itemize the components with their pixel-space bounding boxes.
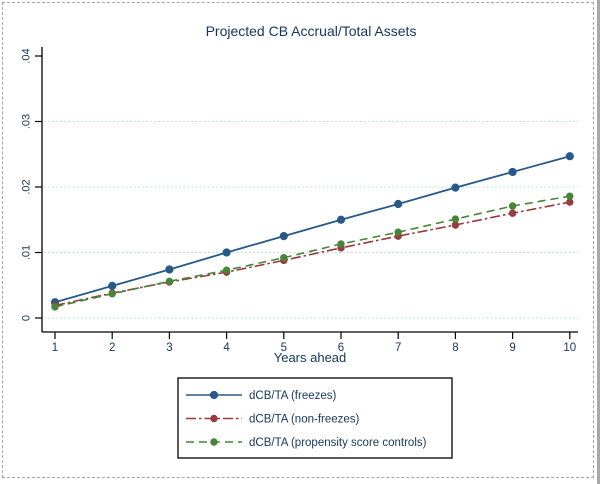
x-tick-label: 7 — [395, 342, 401, 354]
data-point-marker — [566, 198, 574, 206]
series-line-2 — [54, 195, 570, 308]
data-point-marker — [451, 215, 460, 223]
x-tick-label: 6 — [338, 342, 344, 354]
series-line-0 — [54, 155, 571, 304]
legend-key-marker — [210, 438, 218, 446]
data-point-marker — [508, 202, 517, 210]
data-point-marker — [51, 303, 59, 311]
x-tick-label: 1 — [52, 342, 58, 354]
y-tick-label: .03 — [21, 114, 33, 129]
window-edge-strip — [597, 0, 600, 484]
data-point-marker — [566, 192, 574, 200]
y-tick-label: .04 — [21, 48, 33, 63]
series-line-1 — [54, 201, 570, 307]
data-point-marker — [165, 265, 174, 274]
data-point-marker — [508, 167, 517, 177]
data-point-marker — [451, 183, 460, 192]
data-point-marker — [279, 232, 288, 241]
data-point-marker — [451, 221, 460, 229]
x-tick-label: 8 — [452, 342, 458, 354]
y-tick-label: .01 — [21, 245, 33, 260]
x-tick-label: 3 — [166, 342, 172, 354]
gridlines-group — [44, 120, 578, 319]
legend-label: dCB/TA (freezes) — [249, 390, 337, 402]
y-tick-label: 0 — [21, 315, 33, 321]
x-tick-label: 5 — [281, 342, 287, 354]
data-point-marker — [508, 209, 517, 217]
legend-label: dCB/TA (propensity score controls) — [249, 437, 427, 449]
legend-label: dCB/TA (non-freezes) — [249, 414, 360, 426]
legend-key-marker — [210, 414, 218, 423]
data-point-marker — [337, 240, 345, 248]
legend-key-marker — [209, 390, 219, 400]
series-group — [50, 152, 574, 311]
x-axis-label: Years ahead — [274, 350, 347, 365]
data-point-marker — [280, 254, 288, 262]
data-point-marker — [394, 228, 402, 236]
data-point-marker — [336, 215, 346, 224]
x-tick-label: 9 — [509, 342, 515, 354]
data-point-marker — [165, 277, 174, 286]
data-point-marker — [222, 248, 231, 257]
axes-group: 0 .01 .02 .03 .04 1 2 3 4 5 6 7 8 9 10 — [21, 47, 578, 354]
x-tick-label: 10 — [563, 342, 576, 354]
x-tick-label: 4 — [223, 342, 230, 354]
chart-title: Projected CB Accrual/Total Assets — [206, 23, 417, 39]
data-point-marker — [565, 152, 574, 161]
y-tick-label: .02 — [21, 179, 33, 194]
data-point-marker — [108, 281, 117, 291]
data-point-marker — [108, 290, 116, 298]
legend-box: dCB/TA (freezes) dCB/TA (non-freezes) dCB/… — [177, 377, 453, 459]
data-point-marker — [394, 199, 403, 209]
data-point-marker — [222, 266, 231, 274]
x-tick-label: 2 — [109, 342, 115, 354]
